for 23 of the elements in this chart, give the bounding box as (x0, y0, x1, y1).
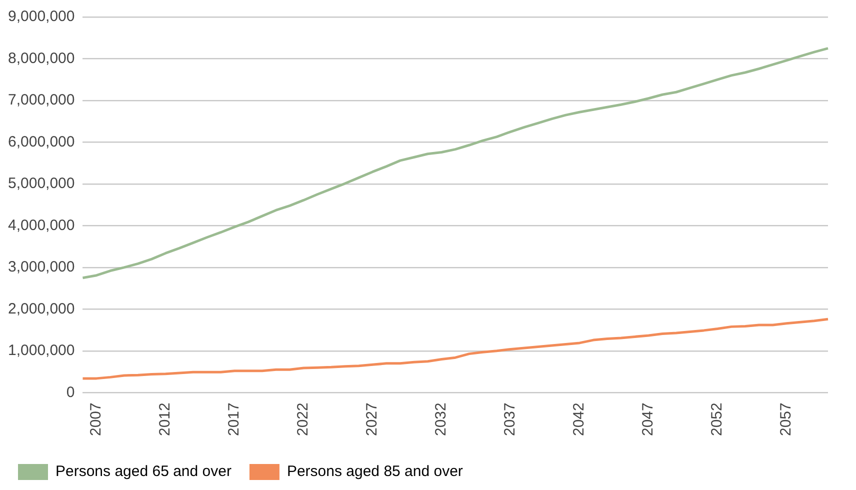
x-tick-label: 2032 (432, 402, 450, 436)
legend-label: Persons aged 85 and over (286, 463, 463, 480)
y-tick-label: 5,000,000 (8, 175, 75, 192)
y-tick-label: 4,000,000 (8, 216, 75, 234)
y-tick-label: 2,000,000 (8, 300, 75, 318)
x-tick-label: 2057 (778, 402, 795, 436)
legend-label: Persons aged 65 and over (56, 463, 232, 480)
y-tick-label: 0 (66, 384, 75, 401)
x-tick-label: 2022 (294, 402, 312, 436)
y-tick-label: 1,000,000 (8, 342, 75, 360)
y-tick-label: 8,000,000 (8, 50, 75, 67)
x-tick-label: 2012 (156, 402, 174, 436)
x-tick-label: 2007 (88, 402, 105, 436)
x-tick-label: 2047 (640, 402, 657, 436)
x-tick-label: 2037 (502, 402, 519, 436)
y-tick-label: 9,000,000 (8, 8, 75, 26)
x-tick-label: 2052 (708, 402, 726, 436)
x-tick-label: 2017 (226, 402, 243, 436)
x-tick-label: 2027 (364, 402, 381, 436)
y-tick-label: 3,000,000 (8, 258, 75, 276)
y-tick-label: 6,000,000 (8, 133, 75, 150)
x-tick-label: 2042 (570, 402, 588, 436)
y-tick-label: 7,000,000 (8, 92, 75, 109)
